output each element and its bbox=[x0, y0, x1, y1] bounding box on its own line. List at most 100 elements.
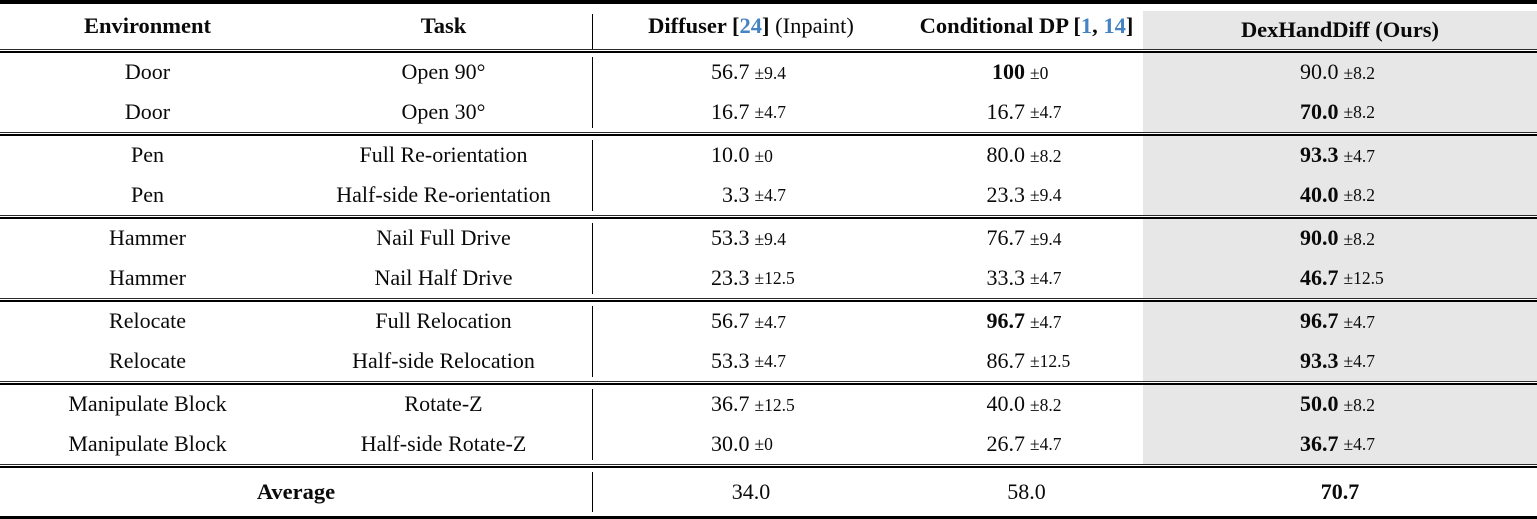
stddev: ±0 bbox=[754, 434, 773, 455]
stddev: ±0 bbox=[754, 145, 773, 166]
task-cell: Open 30° bbox=[401, 98, 486, 124]
column-divider bbox=[592, 139, 594, 211]
score: 90.0 bbox=[1300, 59, 1339, 85]
stddev: ±8.2 bbox=[1343, 185, 1375, 206]
score: 36.7 bbox=[711, 391, 750, 417]
stddev: ±4.7 bbox=[1030, 268, 1062, 289]
header-diffuser: Diffuser [24] (Inpaint) bbox=[592, 4, 910, 49]
task-cell: Full Relocation bbox=[375, 308, 512, 334]
stddev: ±4.7 bbox=[754, 351, 786, 372]
diffuser-value-cell: 56.7 ±4.7 bbox=[592, 302, 910, 342]
cdp-value-cell: 100 ±0 bbox=[910, 53, 1143, 93]
column-divider bbox=[592, 56, 594, 128]
score: 96.7 bbox=[1300, 308, 1339, 334]
score: 53.3 bbox=[711, 347, 750, 373]
score: 76.7 bbox=[986, 225, 1026, 251]
table-section-manipulate-block: Manipulate Block Rotate-Z 36.7 ±12.5 40.0… bbox=[0, 384, 1537, 464]
ours-value-cell: 96.7 ±4.7 bbox=[1143, 301, 1537, 341]
score: 50.0 bbox=[1300, 391, 1339, 417]
env-cell: Pen bbox=[131, 181, 164, 207]
task-cell: Rotate-Z bbox=[404, 391, 483, 417]
score: 56.7 bbox=[711, 308, 750, 334]
diffuser-value-cell: 16.7 ±4.7 bbox=[592, 92, 910, 132]
score: 30.0 bbox=[711, 430, 750, 456]
top-rule bbox=[0, 0, 1537, 4]
table-average-row: Average 34.0 58.0 70.7 bbox=[0, 467, 1537, 516]
env-cell: Relocate bbox=[109, 347, 186, 373]
cdp-value-cell: 33.3 ±4.7 bbox=[910, 258, 1143, 298]
section-rule bbox=[0, 131, 1537, 136]
env-cell: Manipulate Block bbox=[68, 391, 227, 417]
stddev: ±4.7 bbox=[1030, 434, 1062, 455]
task-cell: Nail Half Drive bbox=[374, 264, 513, 290]
ours-average-cell: 70.7 bbox=[1320, 478, 1360, 504]
section-rule bbox=[0, 214, 1537, 219]
header-diffuser-bracket: ] bbox=[762, 13, 770, 38]
header-cdp-separator: , bbox=[1092, 13, 1104, 38]
header-environment: Environment bbox=[83, 13, 212, 38]
table-section-hammer: Hammer Nail Full Drive 53.3 ±9.4 76.7 ±9.4… bbox=[0, 218, 1537, 298]
header-diffuser-label: Diffuser [ bbox=[648, 13, 740, 38]
stddev: ±4.7 bbox=[1343, 145, 1375, 166]
citation-14[interactable]: 14 bbox=[1103, 13, 1126, 38]
stddev: ±12.5 bbox=[754, 268, 795, 289]
stddev: ±4.7 bbox=[1343, 434, 1375, 455]
score: 56.7 bbox=[711, 59, 750, 85]
score: 40.0 bbox=[986, 391, 1026, 417]
score: 70.0 bbox=[1300, 98, 1339, 124]
ours-value-cell: 40.0 ±8.2 bbox=[1143, 175, 1537, 215]
env-cell: Relocate bbox=[109, 308, 186, 334]
average-label: Average bbox=[256, 478, 336, 504]
citation-24[interactable]: 24 bbox=[739, 13, 763, 38]
stddev: ±4.7 bbox=[1030, 311, 1062, 332]
stddev: ±9.4 bbox=[754, 228, 786, 249]
stddev: ±12.5 bbox=[1343, 268, 1384, 289]
score: 93.3 bbox=[1300, 347, 1339, 373]
score: 86.7 bbox=[986, 347, 1026, 373]
cdp-value-cell: 86.7 ±12.5 bbox=[910, 341, 1143, 381]
stddev: ±8.2 bbox=[1030, 394, 1062, 415]
stddev: ±8.2 bbox=[1030, 145, 1062, 166]
ours-value-cell: 93.3 ±4.7 bbox=[1143, 341, 1537, 381]
stddev: ±4.7 bbox=[1343, 351, 1375, 372]
score: 23.3 bbox=[711, 264, 750, 290]
stddev: ±8.2 bbox=[1343, 394, 1375, 415]
table-section-pen: Pen Full Re-orientation 10.0 ±0 80.0 ±8.2 … bbox=[0, 135, 1537, 215]
score: 40.0 bbox=[1300, 181, 1339, 207]
stddev: ±9.4 bbox=[754, 62, 786, 83]
score: 53.3 bbox=[711, 225, 750, 251]
header-ours: DexHandDiff (Ours) bbox=[1143, 10, 1537, 49]
score: 3.3 bbox=[722, 181, 750, 207]
ours-value-cell: 46.7 ±12.5 bbox=[1143, 258, 1537, 298]
cdp-value-cell: 16.7 ±4.7 bbox=[910, 92, 1143, 132]
column-divider bbox=[592, 388, 594, 460]
score: 16.7 bbox=[986, 98, 1026, 124]
task-cell: Half-side Re-orientation bbox=[336, 181, 551, 207]
header-cdp-label: Conditional DP [ bbox=[919, 13, 1081, 38]
stddev: ±8.2 bbox=[1343, 228, 1375, 249]
task-cell: Nail Full Drive bbox=[376, 225, 511, 251]
env-cell: Manipulate Block bbox=[68, 430, 227, 456]
stddev: ±4.7 bbox=[754, 102, 786, 123]
citation-1[interactable]: 1 bbox=[1080, 13, 1093, 38]
average-rule bbox=[0, 463, 1537, 468]
score: 46.7 bbox=[1300, 264, 1339, 290]
ours-value-cell: 70.0 ±8.2 bbox=[1143, 92, 1537, 132]
task-cell: Half-side Relocation bbox=[352, 347, 535, 373]
table-section-relocate: Relocate Full Relocation 56.7 ±4.7 96.7 ±4… bbox=[0, 301, 1537, 381]
stddev: ±12.5 bbox=[754, 394, 795, 415]
score: 80.0 bbox=[986, 142, 1026, 168]
cdp-value-cell: 23.3 ±9.4 bbox=[910, 175, 1143, 215]
table-header: Environment Task Diffuser [24] (Inpaint)… bbox=[0, 3, 1537, 49]
column-divider bbox=[592, 13, 594, 49]
column-divider bbox=[592, 222, 594, 294]
header-rule bbox=[0, 48, 1537, 53]
env-cell: Door bbox=[124, 59, 171, 85]
cdp-value-cell: 96.7 ±4.7 bbox=[910, 302, 1143, 342]
stddev: ±9.4 bbox=[1030, 185, 1062, 206]
diffuser-value-cell: 53.3 ±9.4 bbox=[592, 219, 910, 259]
diffuser-value-cell: 30.0 ±0 bbox=[592, 424, 910, 464]
stddev: ±8.2 bbox=[1343, 102, 1375, 123]
diffuser-value-cell: 23.3 ±12.5 bbox=[592, 258, 910, 298]
cdp-value-cell: 76.7 ±9.4 bbox=[910, 219, 1143, 259]
